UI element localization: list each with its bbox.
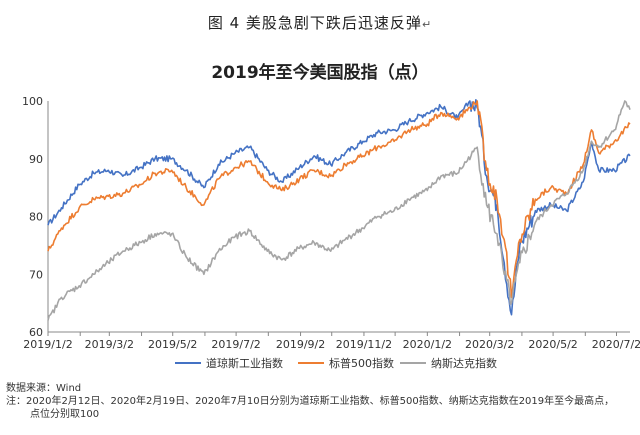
- figure-title: 图 4 美股急剧下跌后迅速反弹↵: [0, 12, 640, 33]
- y-tick-label: 70: [29, 268, 43, 281]
- chart-footer: 数据来源：Wind 注：2020年2月12日、2020年2月19日、2020年7…: [6, 382, 614, 421]
- y-tick-label: 100: [22, 95, 43, 108]
- series-line-3: [47, 100, 631, 321]
- footnote-line-1: 注：2020年2月12日、2020年2月19日、2020年7月10日分别为道琼斯…: [6, 396, 615, 407]
- x-tick-label: 2019/11/2: [336, 338, 392, 351]
- chart-title: 2019年至今美国股指（点）: [211, 63, 429, 83]
- x-tick-label: 2020/7/2: [592, 338, 640, 351]
- x-tick-label: 2019/5/2: [148, 338, 197, 351]
- x-tick-label: 2020/1/2: [403, 338, 452, 351]
- data-source: 数据来源：Wind: [6, 383, 82, 394]
- x-tick-label: 2020/5/2: [528, 338, 577, 351]
- x-tick-label: 2020/3/2: [465, 338, 514, 351]
- y-tick-label: 90: [29, 153, 43, 166]
- x-tick-label: 2019/7/2: [211, 338, 260, 351]
- x-tick-label: 2019/1/2: [23, 338, 72, 351]
- x-tick-label: 2019/9/2: [276, 338, 325, 351]
- footnote-line-2: 点位分别取100: [30, 409, 100, 420]
- figure-title-text: 图 4 美股急剧下跌后迅速反弹: [207, 14, 422, 32]
- series-line-2: [47, 100, 631, 299]
- x-tick-label: 2019/3/2: [85, 338, 134, 351]
- legend-label: 道琼斯工业指数: [206, 356, 283, 370]
- legend-label: 标普500指数: [329, 356, 394, 370]
- series-line-1: [47, 99, 631, 316]
- return-mark-icon: ↵: [421, 18, 433, 31]
- legend-label: 纳斯达克指数: [431, 356, 497, 370]
- y-tick-label: 80: [29, 211, 43, 224]
- line-chart: 60 70 80 90 100 2019/1/2 2019/3/2 2019/5/2 2019/…: [22, 95, 640, 370]
- y-tick-label: 60: [29, 326, 43, 339]
